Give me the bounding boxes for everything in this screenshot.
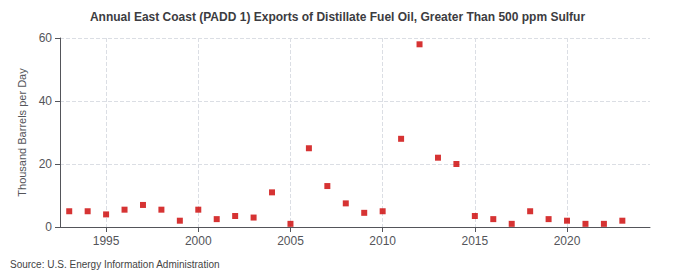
svg-text:Annual East Coast (PADD 1) Exp: Annual East Coast (PADD 1) Exports of Di…	[90, 10, 586, 24]
svg-text:60: 60	[39, 31, 53, 45]
svg-text:Thousand Barrels per Day: Thousand Barrels per Day	[16, 68, 28, 197]
svg-text:2020: 2020	[554, 234, 581, 248]
svg-text:1995: 1995	[93, 234, 120, 248]
svg-text:Source: U.S. Energy Informatio: Source: U.S. Energy Information Administ…	[10, 259, 220, 270]
svg-text:2005: 2005	[277, 234, 304, 248]
svg-text:20: 20	[39, 157, 53, 171]
svg-text:40: 40	[39, 94, 53, 108]
svg-text:0: 0	[45, 220, 52, 234]
svg-text:2000: 2000	[185, 234, 212, 248]
svg-text:2015: 2015	[461, 234, 488, 248]
svg-text:2010: 2010	[369, 234, 396, 248]
